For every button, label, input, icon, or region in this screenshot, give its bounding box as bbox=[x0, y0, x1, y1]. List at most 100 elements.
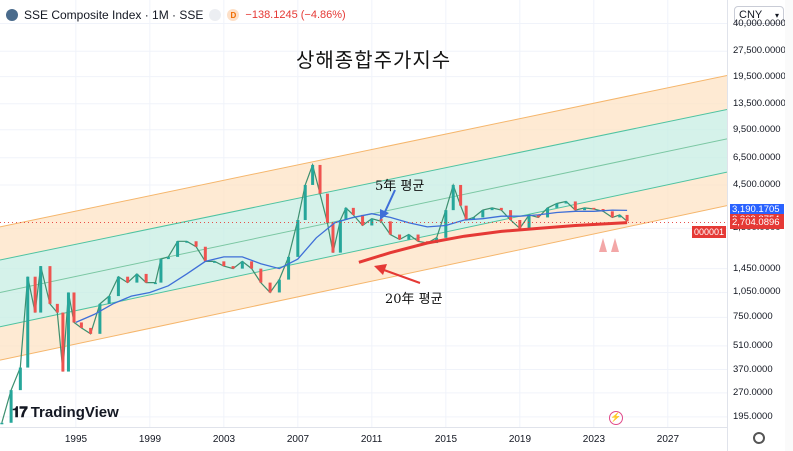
y-tick-label-11: 510.0000 bbox=[733, 339, 773, 351]
candle-50 bbox=[416, 234, 420, 242]
candle-15 bbox=[116, 276, 120, 297]
candle-60 bbox=[499, 207, 503, 211]
ma5-arrow-head bbox=[380, 209, 389, 220]
channel-line-bottom bbox=[0, 205, 727, 361]
y-tick-label-6: 4,500.0000 bbox=[733, 178, 781, 190]
candle-42 bbox=[344, 207, 348, 221]
candle-74 bbox=[625, 214, 629, 222]
candle-1 bbox=[9, 390, 13, 423]
candle-46 bbox=[379, 218, 383, 222]
candle-35 bbox=[296, 220, 300, 257]
price-label-2: 2,704.0896 bbox=[730, 216, 784, 229]
candle-6 bbox=[48, 266, 52, 304]
candle-67 bbox=[564, 201, 568, 204]
candle-30 bbox=[250, 261, 254, 269]
ma20-line bbox=[358, 221, 628, 264]
symbol-price-tag: 000001 bbox=[692, 226, 726, 238]
y-tick-label-9: 1,050.0000 bbox=[733, 286, 781, 298]
settings-icon[interactable] bbox=[753, 432, 765, 444]
candle-26 bbox=[213, 261, 217, 263]
candle-36 bbox=[303, 184, 307, 221]
channel-band-middle-upper bbox=[0, 109, 727, 293]
x-tick-label-0: 1995 bbox=[64, 434, 88, 445]
channel-band-lower bbox=[0, 172, 727, 361]
x-tick-label-8: 2027 bbox=[656, 434, 680, 445]
ma5-annotation: 5年 평균 bbox=[375, 179, 425, 194]
y-tick-label-4: 9,500.0000 bbox=[733, 123, 781, 135]
price-change: −138.1245 (−4.86%) bbox=[245, 9, 346, 21]
marker-arrow-2 bbox=[611, 238, 619, 252]
tradingview-logo-icon: 𝟏𝟕 bbox=[12, 404, 28, 421]
candle-0 bbox=[0, 422, 4, 425]
channel-line-top bbox=[0, 74, 727, 228]
candle-12 bbox=[89, 327, 93, 334]
candle-38 bbox=[318, 164, 322, 194]
candle-61 bbox=[509, 210, 513, 221]
candle-55 bbox=[459, 184, 463, 206]
candle-53 bbox=[444, 210, 448, 238]
currency-label: CNY bbox=[739, 9, 763, 21]
x-tick-label-4: 2011 bbox=[360, 434, 383, 445]
candle-58 bbox=[481, 210, 485, 218]
candle-70 bbox=[592, 207, 596, 210]
x-tick-label-1: 1999 bbox=[138, 434, 162, 445]
candle-16 bbox=[126, 276, 130, 283]
chart-header: SSE Composite Index · 1M · SSE D −138.12… bbox=[6, 6, 346, 24]
flash-icon[interactable]: ⚡ bbox=[609, 411, 623, 425]
y-tick-label-1: 27,500.0000 bbox=[733, 45, 786, 57]
candle-3 bbox=[26, 276, 30, 368]
y-tick-label-12: 370.0000 bbox=[733, 363, 773, 375]
y-tick-label-8: 1,450.0000 bbox=[733, 262, 781, 274]
candle-19 bbox=[153, 282, 157, 285]
market-status-icon[interactable] bbox=[209, 9, 222, 21]
candle-17 bbox=[135, 273, 139, 283]
x-tick-label-7: 2023 bbox=[582, 434, 606, 445]
y-tick-label-0: 40,000.0000 bbox=[733, 17, 786, 29]
candle-27 bbox=[222, 261, 226, 267]
y-tick-label-5: 6,500.0000 bbox=[733, 151, 781, 163]
x-tick-label-2: 2003 bbox=[212, 434, 236, 445]
candle-23 bbox=[185, 241, 189, 243]
candle-37 bbox=[311, 164, 315, 185]
tradingview-logo[interactable]: 𝟏𝟕 TradingView bbox=[12, 404, 119, 421]
candle-54 bbox=[451, 184, 455, 211]
candle-73 bbox=[618, 214, 622, 218]
candle-8 bbox=[61, 312, 65, 372]
candle-4 bbox=[33, 276, 37, 313]
ma20-arrow-head bbox=[374, 264, 387, 275]
currency-select[interactable]: CNY ▾ bbox=[734, 6, 784, 24]
logo-text: TradingView bbox=[30, 404, 119, 421]
ma20-annotation: 20年 평균 bbox=[385, 292, 443, 307]
y-tick-label-2: 19,500.0000 bbox=[733, 70, 786, 82]
candle-29 bbox=[240, 261, 244, 269]
candle-48 bbox=[398, 234, 402, 240]
x-tick-label-6: 2019 bbox=[508, 434, 532, 445]
candle-49 bbox=[407, 234, 411, 240]
candle-39 bbox=[325, 193, 329, 223]
candle-65 bbox=[546, 207, 550, 218]
price-chart[interactable] bbox=[0, 0, 727, 427]
candle-68 bbox=[573, 201, 577, 211]
candle-11 bbox=[79, 322, 83, 328]
candle-32 bbox=[268, 282, 272, 293]
candle-7 bbox=[55, 303, 59, 313]
candle-2 bbox=[18, 367, 22, 391]
candle-43 bbox=[351, 207, 355, 215]
channel-band-middle-lower bbox=[0, 138, 727, 327]
price-line bbox=[1, 162, 628, 423]
time-axis[interactable]: 1995 1999 2003 2007 2011 2015 2019 2023 2027 bbox=[0, 427, 727, 451]
candle-72 bbox=[610, 211, 614, 218]
candle-69 bbox=[583, 207, 587, 211]
candle-56 bbox=[464, 205, 468, 221]
candle-14 bbox=[107, 296, 111, 304]
candle-10 bbox=[72, 292, 76, 323]
candle-47 bbox=[388, 221, 392, 235]
candle-66 bbox=[555, 203, 559, 208]
chevron-down-icon: ▾ bbox=[774, 10, 779, 20]
candle-18 bbox=[144, 273, 148, 283]
delayed-badge[interactable]: D bbox=[227, 9, 240, 21]
candle-13 bbox=[98, 303, 102, 334]
symbol-title[interactable]: SSE Composite Index · 1M · SSE bbox=[24, 8, 204, 22]
y-tick-label-13: 270.0000 bbox=[733, 386, 773, 398]
